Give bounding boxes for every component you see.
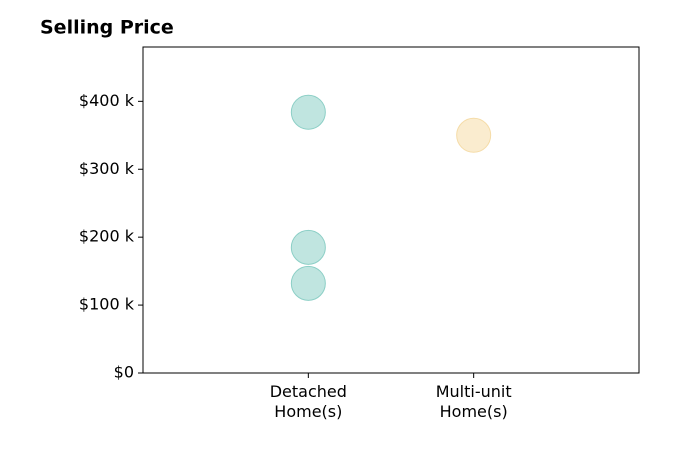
plot-frame: [142, 46, 640, 374]
x-tick-label: Multi-unit Home(s): [436, 382, 512, 421]
y-tick-label: $100 k: [79, 295, 135, 314]
point: [290, 265, 326, 301]
x-tick-label: Detached Home(s): [270, 382, 347, 421]
y-tick-label: $400 k: [79, 91, 135, 110]
y-tick-label: $300 k: [79, 159, 135, 178]
point: [290, 229, 326, 265]
y-tick-label: $200 k: [79, 227, 135, 246]
point: [290, 94, 326, 130]
point: [456, 117, 492, 153]
y-tick-label: $0: [114, 363, 134, 382]
chart-title: Selling Price: [40, 17, 174, 39]
